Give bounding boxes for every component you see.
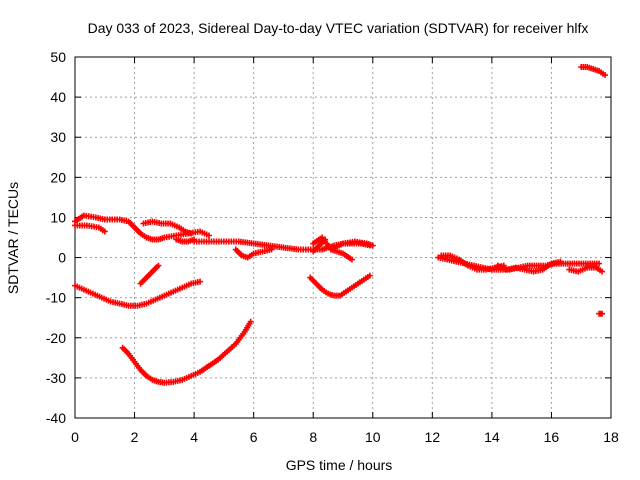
series-track-lower-2 <box>137 262 162 287</box>
x-tick-label: 6 <box>250 429 258 445</box>
y-tick-label: -40 <box>46 410 66 426</box>
series-track-mid-4 <box>328 238 376 253</box>
x-tick-label: 14 <box>484 429 500 445</box>
y-tick-label: 0 <box>58 250 66 266</box>
series-track-mid-dip <box>232 246 275 261</box>
data-point <box>206 232 212 239</box>
x-tick-label: 12 <box>425 429 441 445</box>
series-track-late-6 <box>596 310 606 317</box>
series-track-lower-1 <box>72 278 204 309</box>
series-track-lower-3 <box>119 318 254 386</box>
ticks: 0 2 4 6 8 10 12 14 16 18 -40 -30 -20 -10 0 10 20 30 40 50 <box>46 49 619 445</box>
data-point <box>188 230 195 237</box>
x-tick-label: 0 <box>71 429 79 445</box>
data-point <box>602 72 609 79</box>
x-tick-label: 4 <box>190 429 198 445</box>
x-axis-label: GPS time / hours <box>286 457 393 473</box>
chart-title: Day 033 of 2023, Sidereal Day-to-day VTE… <box>88 20 589 36</box>
data-point <box>557 258 564 265</box>
series-track-upper-1 <box>72 212 212 243</box>
data-point <box>366 272 373 279</box>
data-point <box>348 256 355 263</box>
y-axis-label: SDTVAR / TECUs <box>5 182 21 294</box>
series-track-late-2 <box>438 252 507 273</box>
data-point <box>322 236 329 243</box>
y-tick-label: 40 <box>50 89 66 105</box>
x-tick-label: 10 <box>365 429 381 445</box>
series-track-late-4 <box>566 264 606 275</box>
series-track-upper-2 <box>72 222 108 235</box>
x-tick-label: 8 <box>309 429 317 445</box>
series-track-lower-4 <box>307 272 373 299</box>
y-tick-label: 50 <box>50 49 66 65</box>
data-point <box>596 260 603 267</box>
y-tick-label: -10 <box>46 290 66 306</box>
data-points <box>72 64 609 386</box>
x-tick-label: 18 <box>603 429 619 445</box>
data-point <box>599 268 606 275</box>
y-tick-label: 10 <box>50 209 66 225</box>
data-point <box>268 246 275 253</box>
series-track-late-5 <box>578 64 609 79</box>
data-point <box>247 318 254 325</box>
y-tick-label: 30 <box>50 129 66 145</box>
series-track-upper-4 <box>173 236 198 245</box>
y-tick-label: 20 <box>50 169 66 185</box>
data-point <box>197 278 204 285</box>
series-track-late-3 <box>494 258 564 275</box>
data-point <box>599 310 606 317</box>
x-tick-label: 16 <box>544 429 560 445</box>
data-point <box>101 228 108 235</box>
plot-frame <box>74 56 612 419</box>
grid <box>75 57 611 418</box>
y-tick-label: -30 <box>46 370 66 386</box>
x-tick-label: 2 <box>131 429 139 445</box>
y-tick-label: -20 <box>46 330 66 346</box>
series-track-upper-3 <box>140 218 195 237</box>
data-point <box>155 262 162 269</box>
data-point <box>369 242 376 249</box>
series-track-mid-3 <box>310 236 329 255</box>
